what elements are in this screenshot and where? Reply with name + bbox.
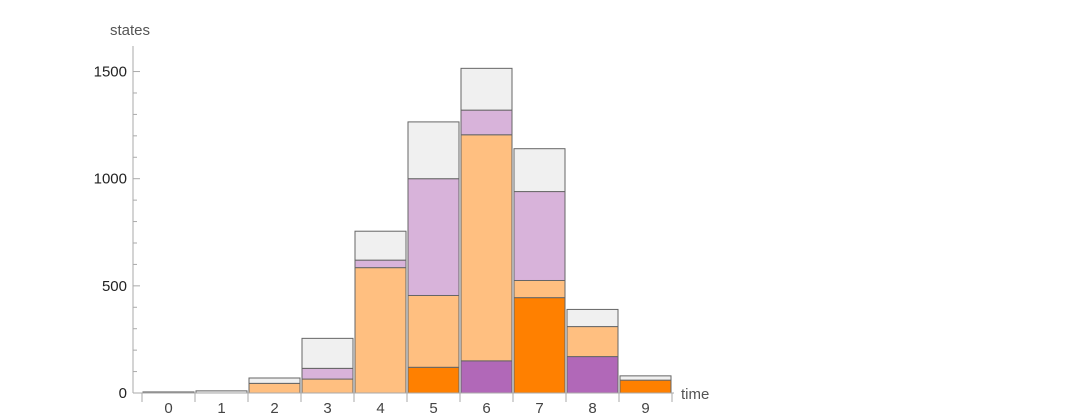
x-tick-label-4: 4 xyxy=(376,400,384,417)
bar-segment-7-s1 xyxy=(513,297,566,394)
bar-segment-9-s1 xyxy=(619,379,672,394)
bar-segment-4-s4 xyxy=(354,230,407,261)
bar-segment-2-s4 xyxy=(248,377,301,384)
bar-segment-3-s4 xyxy=(301,337,354,369)
x-tick-label-1: 1 xyxy=(217,400,225,417)
bars-layer xyxy=(142,67,672,394)
axes-layer xyxy=(132,46,674,394)
y-axis-title: states xyxy=(110,22,150,39)
bar-segment-8-s0 xyxy=(566,356,619,394)
bar-segment-6-s2 xyxy=(460,134,513,362)
y-tick-label: 0 xyxy=(119,385,127,402)
x-tick-label-2: 2 xyxy=(270,400,278,417)
x-tick-label-9: 9 xyxy=(641,400,649,417)
bar-segment-9-s4 xyxy=(619,375,672,381)
bar-segment-4-s3 xyxy=(354,259,407,269)
bar-segment-5-s2 xyxy=(407,294,460,368)
bar-segment-5-s3 xyxy=(407,178,460,296)
y-tick-label: 1500 xyxy=(94,64,127,81)
y-tick-label: 1000 xyxy=(94,171,127,188)
x-tick-label-0: 0 xyxy=(164,400,172,417)
x-axis-title: time xyxy=(681,386,709,403)
x-tick-label-7: 7 xyxy=(535,400,543,417)
bar-segment-8-s2 xyxy=(566,326,619,358)
y-ticks: 0 500 1000 1500 xyxy=(94,64,140,402)
x-tick-label-8: 8 xyxy=(588,400,596,417)
bar-segment-7-s2 xyxy=(513,279,566,299)
bar-segment-4-s2 xyxy=(354,267,407,394)
bar-segment-6-s3 xyxy=(460,109,513,136)
bar-segment-2-s2 xyxy=(248,382,301,394)
bar-segment-6-s0 xyxy=(460,360,513,394)
bar-segment-3-s2 xyxy=(301,378,354,394)
bar-segment-8-s4 xyxy=(566,308,619,328)
x-ticks: 0 1 2 3 4 5 6 7 8 9 xyxy=(141,393,673,417)
bar-segment-7-s3 xyxy=(513,191,566,281)
bar-segment-5-s1 xyxy=(407,366,460,394)
y-tick-label: 500 xyxy=(102,278,127,295)
bar-segment-5-s4 xyxy=(407,121,460,180)
x-tick-label-3: 3 xyxy=(323,400,331,417)
bar-segment-6-s4 xyxy=(460,67,513,111)
bar-segment-3-s3 xyxy=(301,367,354,380)
x-tick-label-5: 5 xyxy=(429,400,437,417)
bar-segment-7-s4 xyxy=(513,148,566,193)
x-tick-label-6: 6 xyxy=(482,400,490,417)
